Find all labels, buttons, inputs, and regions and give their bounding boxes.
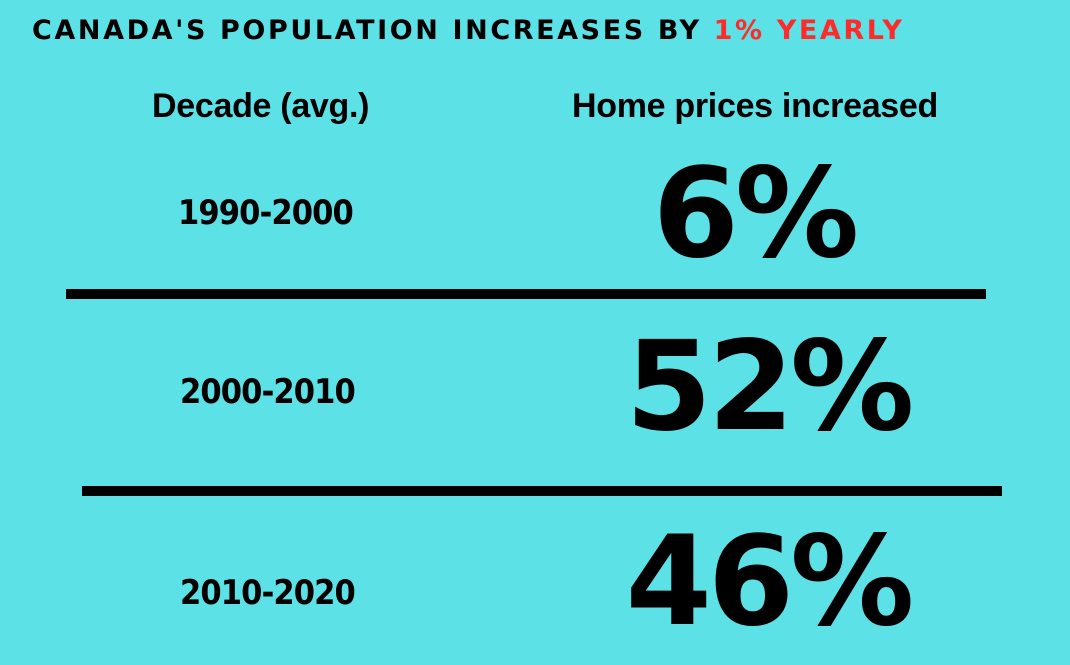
row-1-decade: 1990-2000 (178, 193, 354, 233)
title-highlight: 1% YEARLY (713, 15, 905, 46)
row-divider-2 (82, 486, 1002, 496)
prices-column-header: Home prices increased (572, 87, 938, 125)
row-3-decade: 2010-2020 (180, 573, 356, 613)
row-1-value: 6% (652, 142, 860, 286)
row-2-decade: 2000-2010 (180, 372, 356, 412)
title-prefix: CANADA'S POPULATION INCREASES BY (32, 15, 714, 46)
page-title: CANADA'S POPULATION INCREASES BY 1% YEAR… (32, 12, 905, 50)
decade-column-header: Decade (avg.) (152, 87, 370, 125)
row-3-value: 46% (625, 510, 915, 654)
row-divider-1 (66, 289, 986, 299)
row-2-value: 52% (625, 315, 915, 459)
